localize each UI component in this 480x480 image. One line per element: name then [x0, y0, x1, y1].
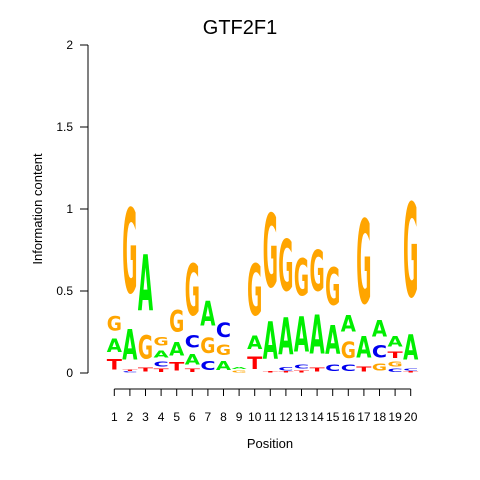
y-tick-label: 1.5 — [56, 120, 73, 134]
logo-letter-g: G — [372, 362, 387, 373]
logo-letter-t: T — [310, 366, 325, 373]
logo-letter-c: C — [278, 366, 293, 371]
y-tick-label: 0.5 — [56, 284, 73, 298]
x-tick-label: 13 — [295, 410, 309, 424]
logo-letter-c: C — [294, 363, 309, 370]
logo-letter-c: C — [372, 342, 387, 362]
logo-letter-g: G — [231, 370, 246, 373]
x-tick-label: 7 — [205, 410, 212, 424]
x-tick-label: 15 — [326, 410, 340, 424]
y-tick-label: 2 — [66, 38, 73, 52]
logo-letter-c: C — [387, 368, 402, 373]
x-tick-label: 6 — [189, 410, 196, 424]
logo-letter-g: G — [278, 226, 293, 308]
logo-letter-g: G — [169, 304, 184, 339]
x-tick-label: 12 — [279, 410, 293, 424]
logo-letter-g: G — [122, 185, 137, 320]
y-axis-label: Information content — [30, 153, 45, 265]
logo-letter-g: G — [154, 335, 169, 348]
logo-letter-a: A — [231, 367, 246, 370]
logo-letter-g: G — [263, 195, 278, 312]
logo-letter-t: T — [294, 370, 309, 373]
logo-letter-c: C — [154, 360, 169, 368]
logo-letter-t: T — [138, 366, 153, 373]
logo-letter-a: A — [138, 240, 153, 329]
logo-letter-g: G — [247, 251, 262, 333]
logo-letter-a: A — [294, 307, 310, 363]
logo-letter-g: G — [138, 330, 153, 367]
x-tick-label: 19 — [388, 410, 402, 424]
x-tick-label: 14 — [310, 410, 324, 424]
logo-letter-c: C — [403, 368, 418, 371]
logo-letter-g: G — [403, 176, 418, 327]
logo-letter-a: A — [341, 310, 357, 337]
chart-title: GTF2F1 — [203, 17, 277, 39]
logo-letter-a: A — [325, 318, 340, 364]
logo-letter-c: C — [216, 319, 231, 342]
logo-letter-g: G — [325, 258, 340, 318]
logo-letter-t: T — [263, 371, 279, 373]
logo-letter-c: C — [341, 363, 356, 373]
logo-letter-a: A — [185, 352, 201, 368]
logo-letter-a: A — [372, 315, 388, 342]
x-tick-label: 9 — [236, 410, 243, 424]
x-tick-label: 4 — [158, 410, 165, 424]
x-tick-label: 3 — [142, 410, 149, 424]
x-axis-label: Position — [247, 436, 293, 451]
x-tick-label: 5 — [173, 410, 180, 424]
x-tick-label: 2 — [127, 410, 134, 424]
x-tick-label: 10 — [248, 410, 262, 424]
logo-letter-g: G — [200, 334, 215, 358]
logo-letter-g: G — [341, 337, 356, 363]
logo-letter-g: G — [356, 198, 371, 331]
logo-letter-t: T — [169, 361, 184, 374]
logo-letter-a: A — [403, 328, 418, 369]
logo-letter-a: A — [169, 339, 185, 360]
x-tick-label: 20 — [404, 410, 418, 424]
logo-letter-c: C — [200, 359, 215, 374]
logo-letter-c: C — [325, 363, 340, 373]
logo-letter-g: G — [185, 251, 200, 333]
y-tick-label: 0 — [66, 366, 73, 380]
logo-letter-a: A — [278, 308, 293, 367]
logo-letter-a: A — [356, 331, 372, 365]
logo-letter-a: A — [107, 336, 123, 357]
logo-letter-t: T — [388, 350, 404, 360]
logo-letter-t: T — [247, 354, 263, 374]
logo-letter-g: G — [107, 313, 122, 336]
logo-letter-t: T — [356, 365, 372, 373]
logo-letter-g: G — [216, 342, 231, 358]
x-tick-label: 17 — [357, 410, 371, 424]
logo-letter-t: T — [403, 371, 419, 373]
logo-letter-g: G — [309, 238, 324, 304]
logo-letter-t: T — [278, 371, 294, 373]
logo-letter-a: A — [388, 334, 404, 350]
y-axis: 0 0.5 1 1.5 2 — [56, 38, 89, 380]
logo-letter-t: T — [107, 358, 123, 374]
logo-letter-a: A — [200, 295, 216, 334]
logo-letter-a: A — [122, 321, 138, 370]
logo-letter-a: A — [216, 359, 231, 374]
logo-letter-a: A — [247, 333, 263, 354]
logo-letter-g: G — [294, 249, 309, 307]
x-axis: 1 2 3 4 5 6 7 8 9 10 11 12 13 14 15 16 17 18 19 20 — [111, 388, 418, 424]
x-tick-label: 18 — [373, 410, 387, 424]
logo-letter-a: A — [153, 349, 168, 360]
x-tick-label: 1 — [111, 410, 118, 424]
logo-letter-t: T — [185, 368, 200, 373]
logo-letter-t: T — [122, 370, 138, 372]
x-tick-label: 8 — [220, 410, 227, 424]
logo-letter-c: C — [122, 371, 137, 373]
logo-letter-a: A — [263, 313, 279, 373]
logo-letter-c: C — [185, 332, 200, 352]
y-tick-label: 1 — [66, 202, 73, 216]
x-tick-label: 11 — [264, 410, 277, 424]
logo-letter-t: T — [154, 368, 169, 373]
logo-letter-a: A — [310, 306, 325, 367]
x-tick-label: 16 — [342, 410, 356, 424]
logo-letter-g: G — [388, 360, 403, 368]
